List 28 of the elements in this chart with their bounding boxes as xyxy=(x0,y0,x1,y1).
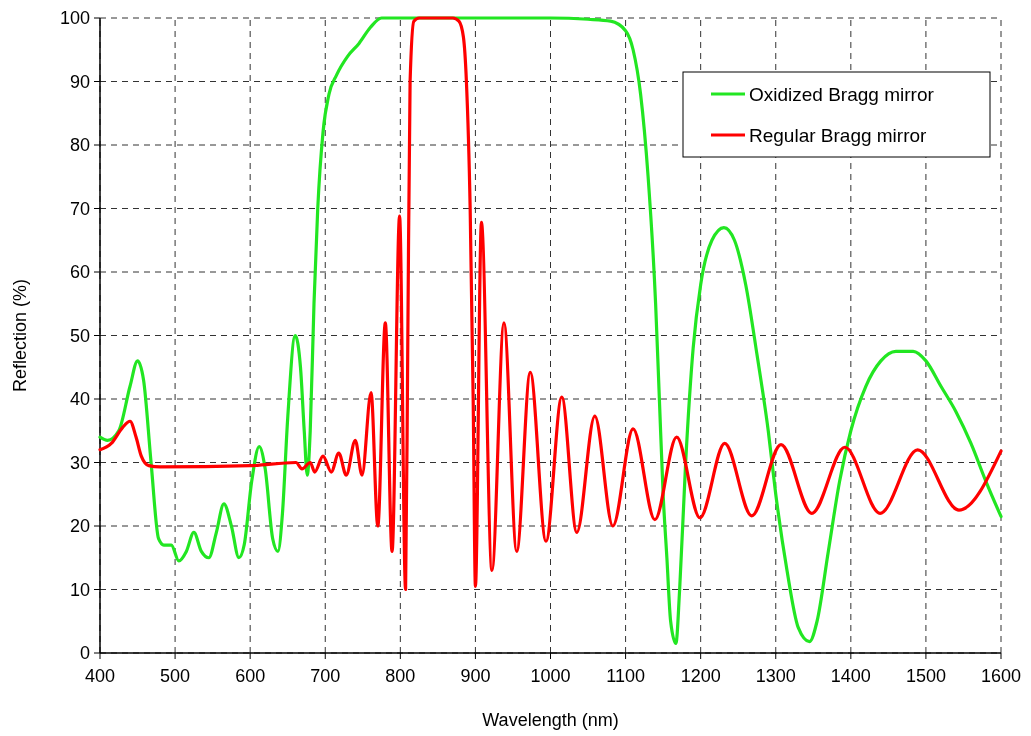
y-tick-label: 40 xyxy=(69,389,90,409)
y-tick-label: 30 xyxy=(69,452,90,473)
y-tick-label: 70 xyxy=(69,198,90,219)
y-tick-label: 80 xyxy=(69,135,90,155)
x-tick-label: 600 xyxy=(235,666,266,686)
x-tick-label: 1200 xyxy=(680,666,721,686)
legend-label: Regular Bragg mirror xyxy=(749,125,928,146)
x-tick-label: 1000 xyxy=(530,666,571,686)
x-tick-label: 700 xyxy=(310,666,341,686)
y-tick-label: 90 xyxy=(69,71,90,92)
x-tick-label: 1500 xyxy=(905,666,946,686)
y-tick-label: 10 xyxy=(69,579,90,600)
x-tick-label: 1400 xyxy=(830,666,871,686)
x-tick-label: 900 xyxy=(460,666,491,686)
x-tick-label: 500 xyxy=(160,666,191,686)
legend-label: Oxidized Bragg mirror xyxy=(749,84,935,105)
y-tick-label: 60 xyxy=(69,262,90,282)
x-tick-label: 800 xyxy=(385,666,416,686)
y-tick-label: 20 xyxy=(69,516,90,536)
y-axis-title: Reflection (%) xyxy=(10,278,30,393)
x-tick-label: 1300 xyxy=(755,666,796,686)
x-tick-label: 1600 xyxy=(980,666,1022,686)
x-axis-title: Wavelength (nm) xyxy=(482,710,619,730)
x-tick-label: 400 xyxy=(84,666,116,686)
y-tick-label: 50 xyxy=(69,325,90,346)
x-tick-label: 1100 xyxy=(606,666,645,686)
y-tick-label: 100 xyxy=(59,8,90,28)
y-tick-label: 0 xyxy=(79,643,90,663)
